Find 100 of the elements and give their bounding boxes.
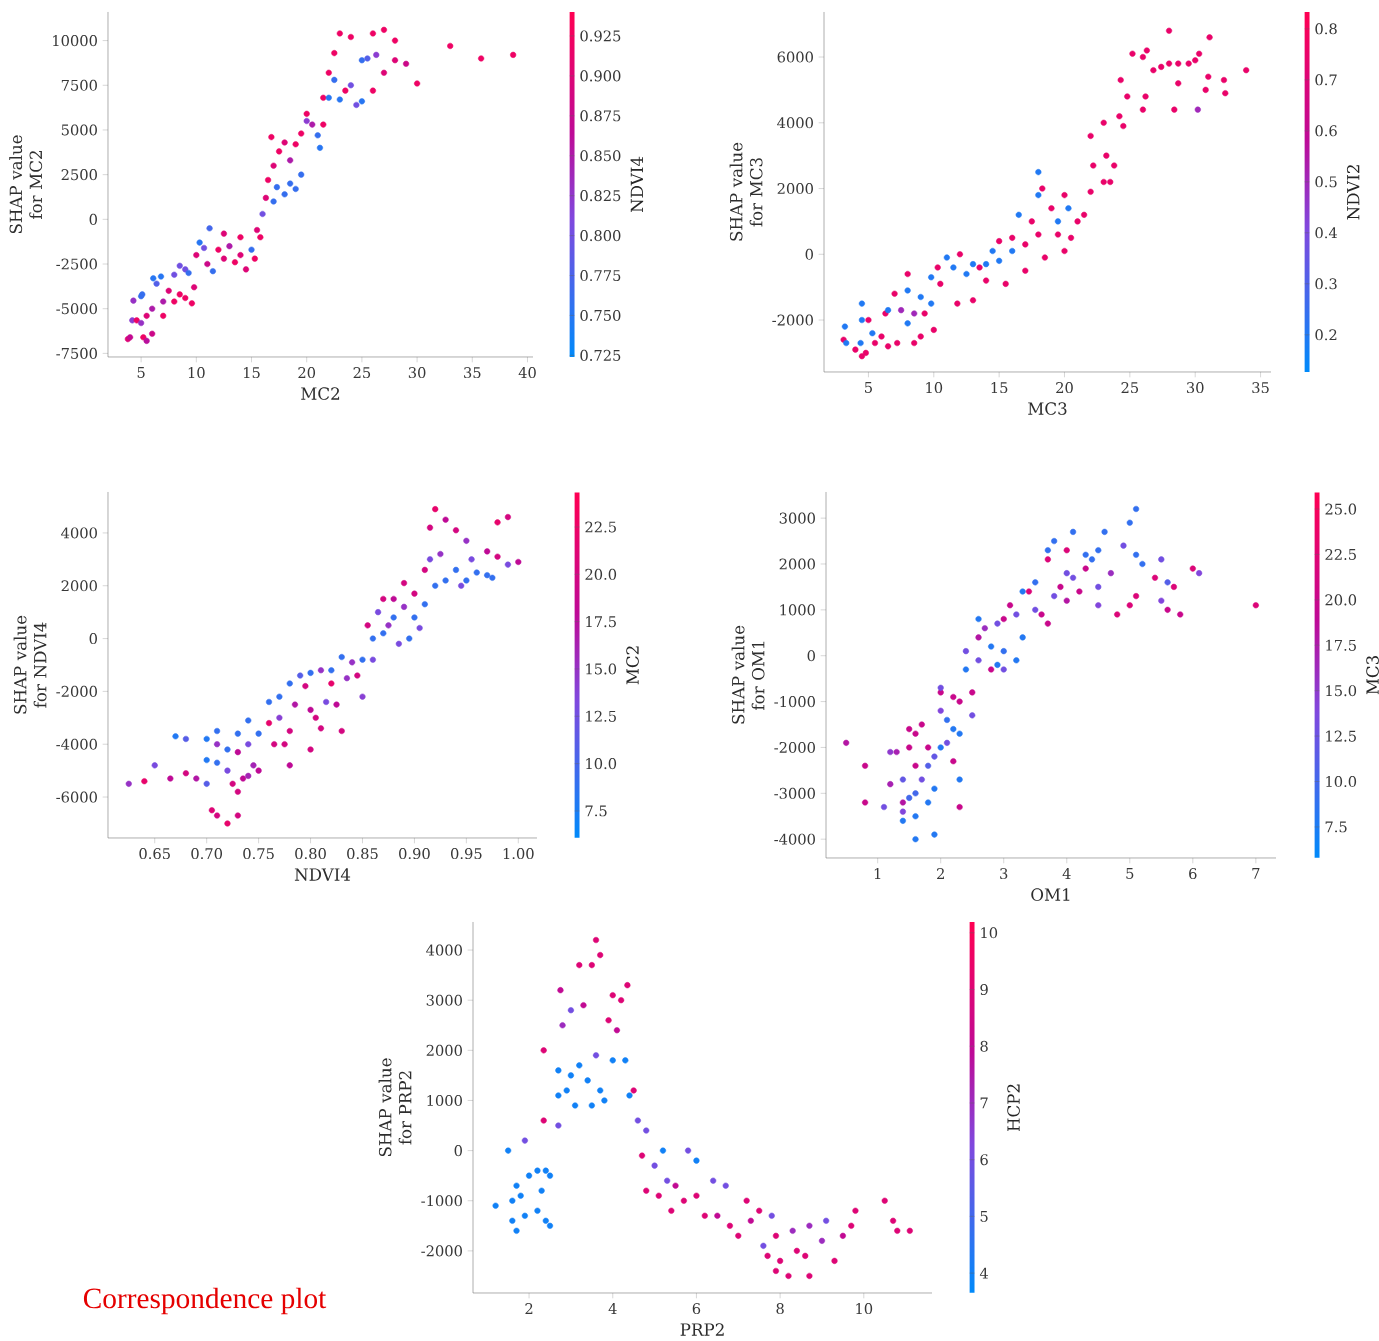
- color-bar-label: 0.6: [1315, 125, 1337, 137]
- color-bar-label: 0.4: [1315, 227, 1338, 239]
- color-bar-label: 20.0: [585, 568, 617, 580]
- color-bar-label: 15.0: [1326, 685, 1357, 697]
- y-tick-label: 2000: [779, 558, 815, 570]
- x-axis-title: NDVI4: [294, 868, 351, 881]
- x-tick-label: 20: [298, 367, 316, 379]
- x-axis-title: MC3: [1028, 402, 1067, 415]
- x-tick-label: 25: [1121, 382, 1139, 394]
- x-axis-title: MC2: [301, 387, 340, 400]
- y-axis-title: SHAP value for MC2: [9, 135, 43, 234]
- y-axis-title: SHAP value for PRP2: [378, 1058, 412, 1157]
- x-tick-label: 40: [518, 367, 536, 379]
- color-bar-label: 25.0: [1325, 503, 1357, 515]
- y-tick-label: 4000: [61, 527, 97, 539]
- y-tick-label: 0: [89, 213, 97, 225]
- x-tick-label: 10: [188, 367, 205, 379]
- x-tick-label: 0.75: [243, 848, 274, 860]
- color-bar-label: 12.5: [586, 710, 616, 722]
- y-tick-label: -7500: [56, 347, 97, 359]
- x-tick-label: 8: [776, 1303, 784, 1315]
- x-tick-label: 5: [137, 367, 145, 378]
- x-tick-label: 6: [692, 1303, 701, 1315]
- x-tick-label: 30: [408, 367, 426, 379]
- y-tick-label: 7500: [61, 79, 97, 91]
- color-bar-title: HCP2: [1007, 1084, 1020, 1132]
- color-bar-label: 0.3: [1315, 278, 1337, 290]
- y-tick-label: 1000: [780, 604, 815, 616]
- y-tick-label: 5000: [61, 124, 97, 136]
- color-bar-label: 10: [981, 927, 998, 939]
- x-tick-label: 1: [874, 868, 881, 879]
- y-tick-label: -2000: [772, 314, 813, 326]
- x-tick-label: 0.85: [347, 848, 378, 860]
- color-bar-title: MC3: [1366, 656, 1379, 695]
- x-tick-label: 20: [1056, 382, 1073, 394]
- color-bar-label: 10.0: [1326, 775, 1357, 788]
- x-axis-title: OM1: [1031, 888, 1070, 901]
- color-bar-label: 8: [980, 1040, 988, 1052]
- x-tick-label: 2: [937, 868, 944, 879]
- y-axis-title: SHAP value for MC3: [729, 142, 763, 241]
- x-tick-label: 5: [865, 382, 872, 393]
- color-bar-label: 5: [980, 1210, 988, 1222]
- x-tick-label: 35: [1252, 382, 1269, 394]
- color-bar-label: 7: [980, 1097, 988, 1109]
- y-tick-label: 3000: [426, 994, 462, 1006]
- color-bar-label: 0.875: [580, 110, 621, 122]
- y-tick-label: 4000: [426, 944, 462, 956]
- color-bar-label: 22.5: [1325, 548, 1356, 561]
- y-tick-label: -1000: [421, 1195, 462, 1207]
- y-tick-label: -3000: [774, 787, 815, 799]
- y-axis-title: SHAP value for NDVI4: [13, 615, 47, 714]
- x-tick-label: 4: [1062, 868, 1071, 879]
- x-tick-label: 10: [856, 1303, 873, 1315]
- y-tick-label: 0: [89, 633, 97, 645]
- y-tick-label: 10000: [53, 35, 97, 47]
- color-bar-label: 0.900: [580, 70, 621, 82]
- x-tick-label: 5: [1126, 868, 1134, 879]
- color-bar-label: 0.725: [580, 349, 621, 361]
- x-tick-label: 2: [525, 1303, 533, 1314]
- color-bar-title: MC2: [626, 646, 639, 685]
- color-bar-label: 12.5: [1326, 730, 1356, 742]
- color-bar-label: 0.2: [1315, 329, 1337, 341]
- y-tick-label: 2500: [61, 169, 97, 181]
- color-bar-label: 17.5: [1326, 639, 1356, 651]
- color-bar-label: 0.5: [1315, 176, 1337, 188]
- y-tick-label: -2000: [56, 685, 97, 697]
- y-tick-label: 0: [805, 248, 813, 260]
- color-bar-title: NDVI4: [630, 156, 644, 213]
- x-tick-label: 30: [1186, 382, 1204, 394]
- y-tick-label: 1000: [427, 1094, 462, 1107]
- color-bar-label: 0.800: [580, 230, 621, 242]
- x-tick-label: 15: [243, 367, 260, 379]
- color-bar-label: 4: [979, 1267, 989, 1279]
- y-tick-label: 4000: [777, 117, 813, 129]
- y-tick-label: -5000: [56, 303, 97, 315]
- y-axis-title: SHAP value for OM1: [731, 625, 765, 724]
- color-bar-label: 20.0: [1325, 594, 1357, 606]
- y-tick-label: -4000: [774, 833, 815, 845]
- x-tick-label: 0.70: [191, 848, 223, 860]
- color-bar-label: 22.5: [585, 521, 616, 533]
- x-tick-label: 4: [608, 1303, 617, 1314]
- x-tick-label: 1.00: [503, 848, 534, 860]
- color-bar-label: 0.8: [1315, 23, 1337, 35]
- color-bar-label: 0.750: [580, 309, 621, 321]
- x-tick-label: 3: [1000, 868, 1008, 880]
- y-tick-label: -2500: [56, 258, 97, 270]
- text: Correspondence plot: [83, 1287, 327, 1315]
- color-bar-label: 0.925: [580, 30, 621, 42]
- x-tick-label: 10: [926, 382, 943, 394]
- color-bar-title: NDVI2: [1346, 165, 1360, 220]
- y-tick-label: -2000: [421, 1245, 462, 1257]
- color-bar-label: 10.0: [586, 758, 617, 770]
- x-tick-label: 0.80: [295, 848, 326, 860]
- y-tick-label: 0: [807, 650, 815, 662]
- y-tick-label: 6000: [777, 51, 813, 63]
- y-tick-label: -2000: [774, 741, 815, 753]
- color-bar-label: 0.825: [580, 190, 621, 202]
- color-bar-label: 0.7: [1315, 74, 1337, 86]
- x-tick-label: 0.90: [399, 848, 430, 860]
- color-bar-label: 7.5: [585, 805, 607, 817]
